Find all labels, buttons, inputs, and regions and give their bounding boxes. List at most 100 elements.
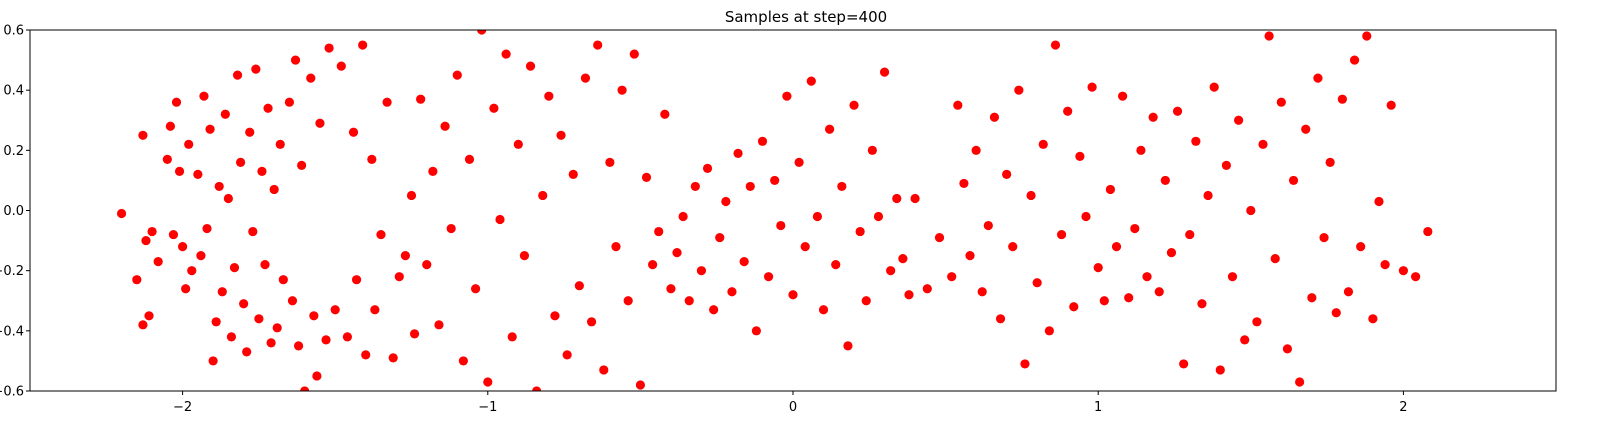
data-point	[278, 275, 288, 285]
data-point	[1136, 145, 1146, 155]
data-point	[470, 284, 481, 294]
data-point	[1313, 73, 1323, 83]
data-point	[1380, 260, 1390, 270]
data-point	[623, 296, 633, 306]
data-point	[995, 314, 1006, 324]
data-point	[1148, 112, 1158, 122]
data-point	[690, 181, 700, 192]
data-point	[818, 305, 829, 315]
y-tick-label: 0.6	[3, 24, 24, 39]
data-point	[168, 229, 179, 240]
data-point	[727, 287, 737, 297]
data-point	[1166, 248, 1177, 258]
data-point	[648, 260, 658, 270]
data-point	[605, 157, 615, 167]
data-point	[562, 350, 572, 360]
data-point	[312, 371, 322, 381]
data-point	[147, 226, 157, 237]
data-point	[483, 377, 493, 387]
data-point	[489, 103, 499, 113]
data-point	[1008, 242, 1018, 252]
data-point	[382, 97, 392, 107]
data-point	[532, 386, 542, 391]
data-point	[388, 353, 398, 363]
data-point	[196, 251, 206, 261]
data-point	[141, 235, 151, 246]
data-point	[953, 100, 963, 110]
data-point	[1203, 190, 1213, 201]
data-point	[733, 148, 743, 158]
data-point	[174, 166, 185, 176]
data-point	[800, 242, 810, 252]
data-point	[757, 136, 768, 146]
data-point	[330, 305, 340, 315]
data-point	[300, 386, 310, 391]
data-point	[1252, 317, 1262, 327]
data-point	[235, 157, 246, 167]
data-point	[1423, 226, 1433, 237]
x-tick-label: 2	[1399, 400, 1407, 415]
data-point	[1258, 139, 1268, 149]
data-point	[269, 184, 279, 195]
data-point	[1276, 97, 1286, 107]
data-point	[321, 335, 331, 345]
data-point	[812, 211, 823, 222]
data-point	[763, 272, 774, 282]
data-point	[144, 311, 154, 321]
data-point	[1118, 91, 1128, 101]
data-point	[696, 266, 707, 276]
data-point	[886, 266, 896, 276]
data-point	[232, 70, 243, 80]
data-point	[306, 73, 316, 83]
x-tick-label: −1	[478, 400, 497, 415]
data-point	[849, 100, 859, 110]
data-point	[1002, 169, 1012, 179]
data-point	[1197, 299, 1207, 309]
data-point	[1172, 106, 1183, 116]
data-point	[434, 320, 444, 330]
data-point	[519, 251, 530, 261]
data-point	[184, 139, 194, 149]
data-point	[770, 175, 780, 186]
data-point	[1050, 40, 1061, 50]
data-point	[275, 139, 285, 149]
data-point	[1356, 242, 1366, 252]
data-point	[1209, 82, 1219, 92]
data-point	[1295, 377, 1305, 387]
x-axis: −2 −1 0 1 2	[173, 391, 1408, 415]
data-point	[525, 61, 536, 71]
data-point	[400, 251, 410, 261]
data-point	[776, 220, 786, 231]
data-point	[187, 266, 197, 276]
data-point	[376, 229, 386, 240]
data-point	[1411, 272, 1421, 282]
data-point	[1063, 106, 1073, 116]
data-point	[214, 181, 224, 192]
data-point	[1221, 160, 1231, 170]
data-point	[284, 97, 295, 107]
data-point	[1093, 263, 1103, 273]
data-point	[556, 130, 566, 140]
data-point	[251, 64, 261, 74]
data-point	[293, 341, 304, 351]
y-tick-label: −0.4	[0, 324, 24, 339]
data-point	[751, 326, 761, 336]
data-point	[513, 139, 523, 149]
data-point	[358, 40, 368, 50]
data-point	[1014, 85, 1024, 95]
data-point	[1124, 293, 1134, 303]
data-point	[324, 43, 334, 53]
data-point	[715, 232, 725, 243]
data-point	[205, 124, 215, 134]
data-point	[199, 91, 209, 101]
data-point	[1026, 190, 1036, 201]
data-point	[654, 226, 664, 237]
y-tick-label: 0.4	[3, 84, 24, 99]
data-point	[428, 166, 438, 176]
data-point	[965, 251, 975, 261]
data-point	[1246, 205, 1256, 216]
y-tick-label: 0.2	[3, 144, 24, 159]
data-point	[892, 193, 902, 204]
